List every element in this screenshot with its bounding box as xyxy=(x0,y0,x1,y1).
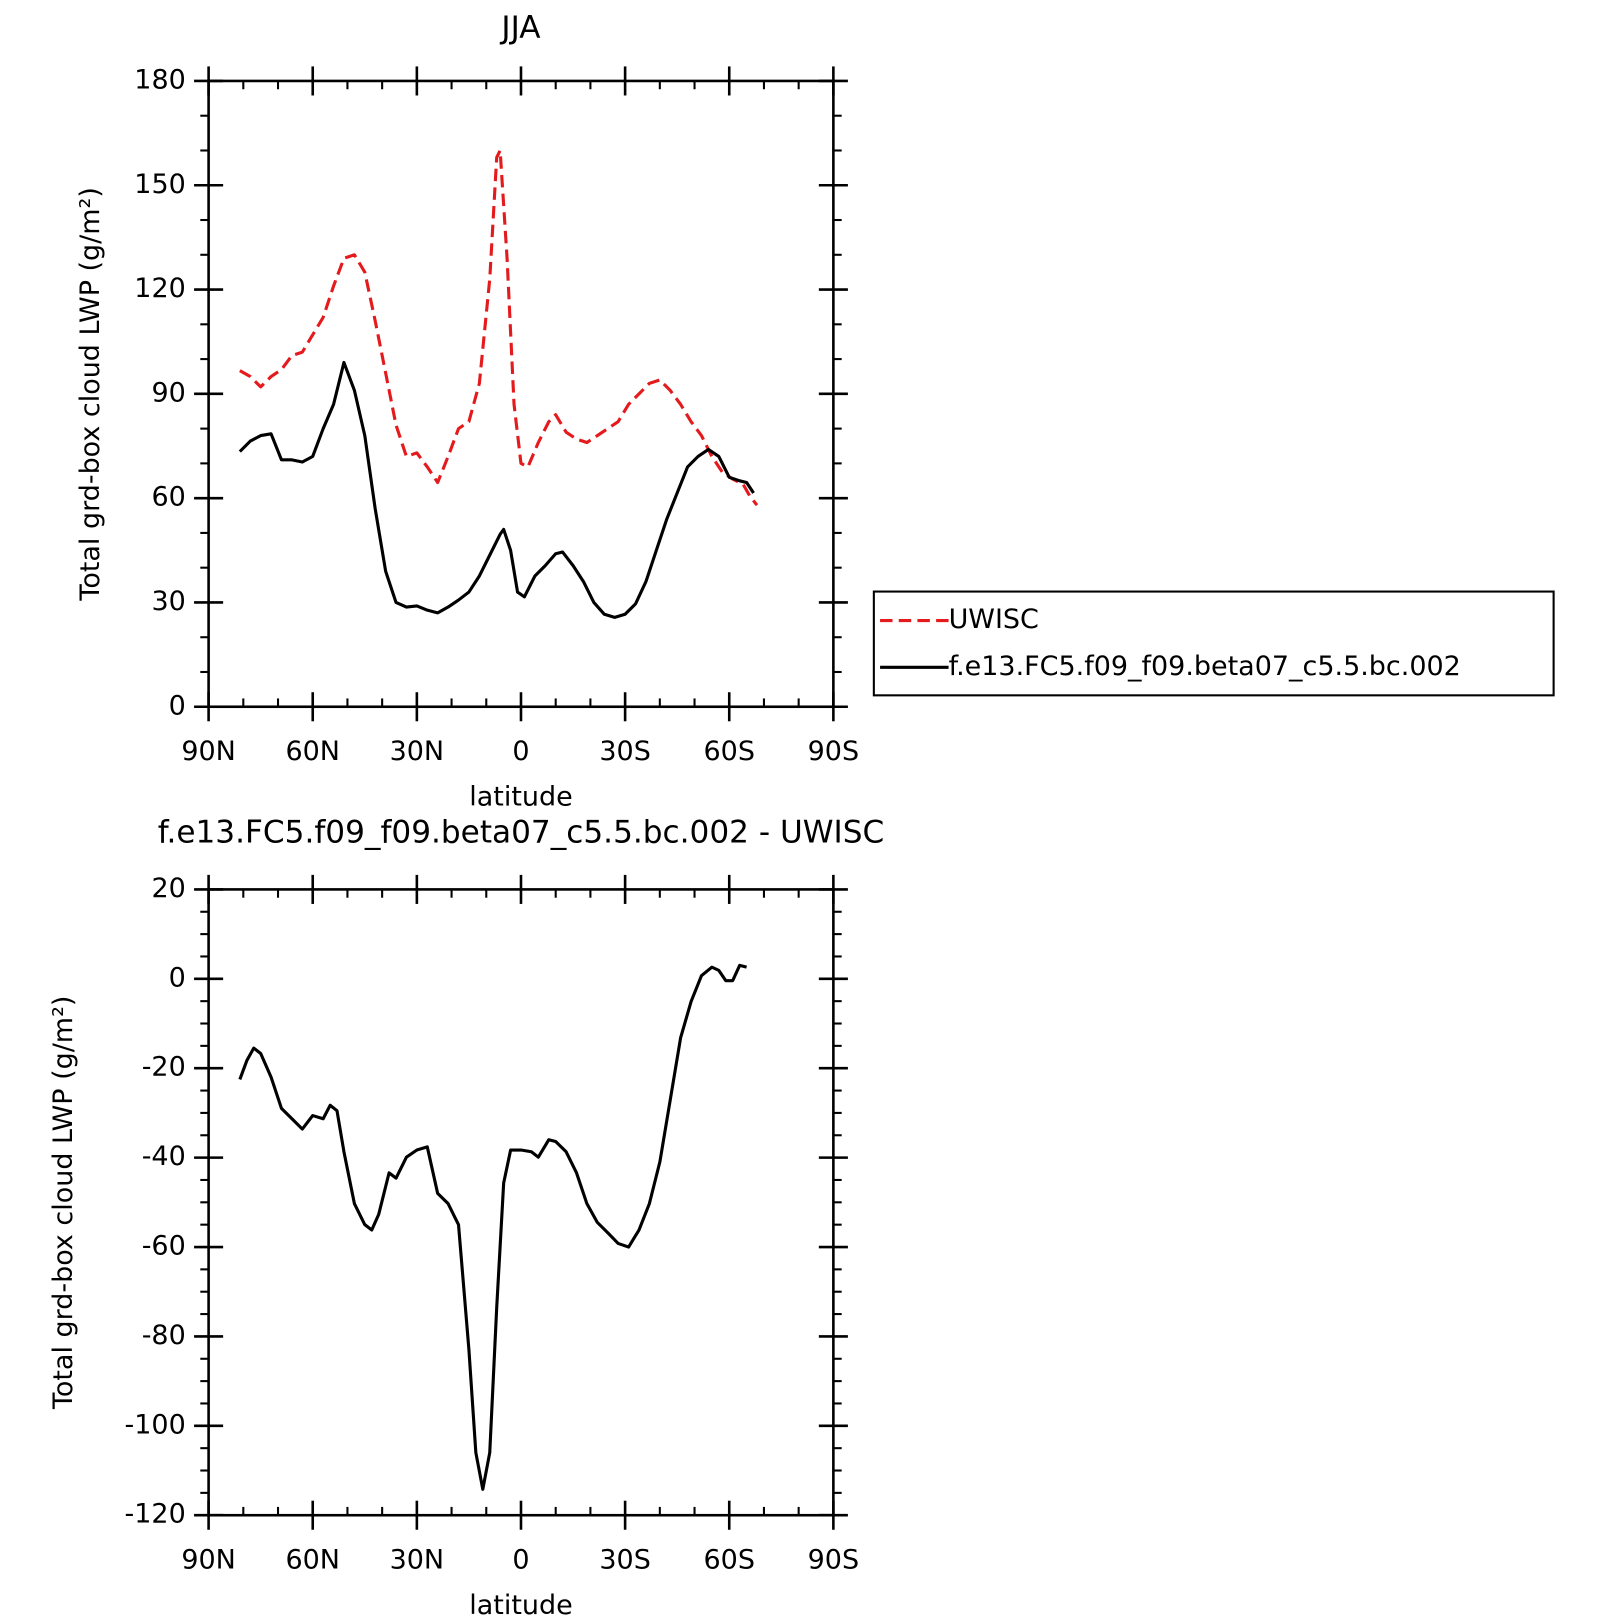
x-tick-label: 90S xyxy=(808,1544,859,1575)
y-tick-label: 30 xyxy=(151,586,185,617)
x-tick-label: 30S xyxy=(599,736,650,767)
x-axis-label: latitude xyxy=(469,782,572,813)
x-tick-label: 60S xyxy=(704,1544,755,1575)
y-tick-label: -100 xyxy=(125,1409,186,1440)
x-tick-label: 30S xyxy=(599,1544,650,1575)
y-tick-label: 0 xyxy=(169,690,186,721)
y-axis-label: Total grd-box cloud LWP (g/m²) xyxy=(48,996,79,1410)
x-tick-label: 90N xyxy=(181,1544,236,1575)
x-tick-label: 60S xyxy=(704,736,755,767)
x-tick-label: 60N xyxy=(285,736,339,767)
x-tick-label: 60N xyxy=(285,1544,339,1575)
x-tick-label: 0 xyxy=(512,1544,529,1575)
y-tick-label: 180 xyxy=(134,64,185,95)
y-tick-label: 120 xyxy=(134,273,185,304)
y-tick-label: -120 xyxy=(125,1499,186,1530)
y-tick-label: 20 xyxy=(151,873,185,904)
x-tick-label: 30N xyxy=(390,736,445,767)
series-line xyxy=(238,360,755,619)
chart-title: f.e13.FC5.f09_f09.beta07_c5.5.bc.002 - U… xyxy=(158,814,884,850)
y-tick-label: 0 xyxy=(169,962,186,993)
x-tick-label: 90S xyxy=(808,736,859,767)
y-tick-label: 90 xyxy=(151,377,185,408)
series-line xyxy=(238,963,747,1491)
x-tick-label: 30N xyxy=(390,1544,445,1575)
y-tick-label: -40 xyxy=(142,1141,186,1172)
y-tick-label: -20 xyxy=(142,1052,186,1083)
legend-label: f.e13.FC5.f09_f09.beta07_c5.5.bc.002 xyxy=(949,651,1461,682)
series-line xyxy=(239,148,759,507)
y-tick-label: -80 xyxy=(142,1320,186,1351)
chart-title: JJA xyxy=(499,10,541,46)
plot-frame xyxy=(207,888,835,1517)
x-tick-label: 90N xyxy=(181,736,236,767)
plot-frame xyxy=(207,79,835,709)
y-tick-label: -60 xyxy=(142,1231,186,1262)
y-tick-label: 60 xyxy=(151,482,185,513)
legend-box xyxy=(872,590,1555,697)
x-tick-label: 0 xyxy=(512,736,529,767)
y-axis-label: Total grd-box cloud LWP (g/m²) xyxy=(75,187,106,601)
x-axis-label: latitude xyxy=(469,1590,572,1619)
y-tick-label: 150 xyxy=(134,169,185,200)
legend-label: UWISC xyxy=(949,604,1039,635)
